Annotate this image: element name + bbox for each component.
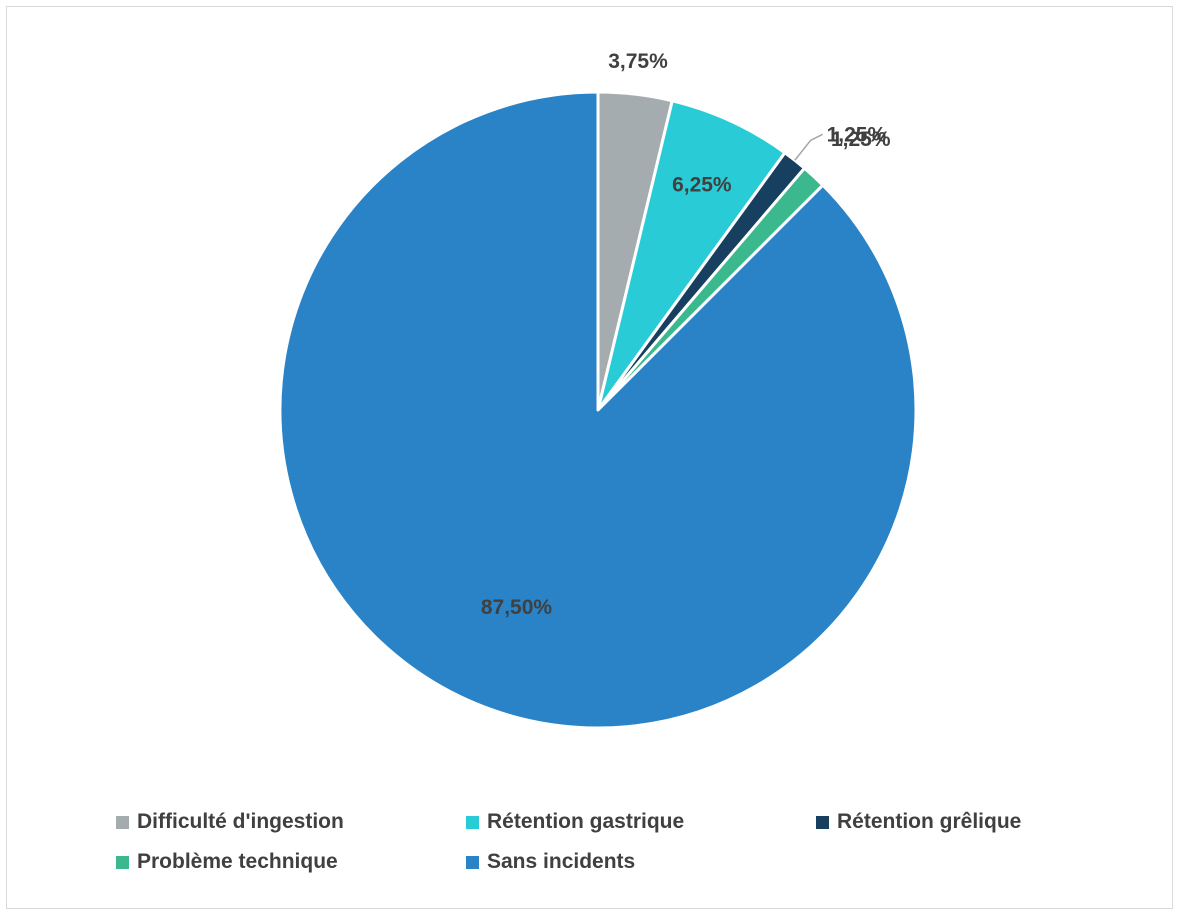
legend-swatch (116, 815, 129, 829)
legend-label: Problème technique (137, 850, 338, 873)
legend-label: Difficulté d'ingestion (137, 810, 344, 833)
legend-item-retention-gastrique: Rétention gastrique (466, 810, 816, 834)
data-label-difficulte-d-ingestion: 3,75% (608, 50, 668, 73)
leader-line-retention-grelique (794, 133, 823, 161)
legend-label: Rétention grêlique (837, 810, 1022, 833)
legend-row-1: Difficulté d'ingestion Rétention gastriq… (116, 808, 1116, 836)
pie-slice-retention-gastrique (596, 99, 787, 412)
data-label-probleme-technique: 1,25% (831, 128, 891, 151)
legend-label: Rétention gastrique (487, 810, 685, 833)
legend-item-probleme-technique: Problème technique (116, 850, 466, 874)
data-label-retention-grelique: 1,25% (827, 123, 887, 146)
legend-item-retention-grelique: Rétention grêlique (816, 810, 1096, 834)
legend-swatch (116, 855, 129, 869)
legend-swatch (816, 815, 829, 829)
data-label-sans-incidents: 87,50% (481, 596, 553, 619)
legend-row-2: Problème technique Sans incidents (116, 848, 1116, 876)
data-labels: 3,75% 6,25% 1,25%1,25% 87,50% (481, 50, 891, 619)
legend: Difficulté d'ingestion Rétention gastriq… (116, 808, 1116, 888)
pie-slices (278, 90, 918, 730)
leader-lines (794, 133, 823, 161)
legend-label: Sans incidents (487, 850, 636, 873)
pie-slice-sans-incidents (278, 90, 918, 730)
legend-item-sans-incidents: Sans incidents (466, 850, 816, 874)
legend-swatch (466, 815, 479, 829)
legend-swatch (466, 855, 479, 869)
legend-item-difficulte-ingestion: Difficulté d'ingestion (116, 810, 466, 834)
data-label-retention-gastrique: 6,25% (672, 174, 732, 197)
